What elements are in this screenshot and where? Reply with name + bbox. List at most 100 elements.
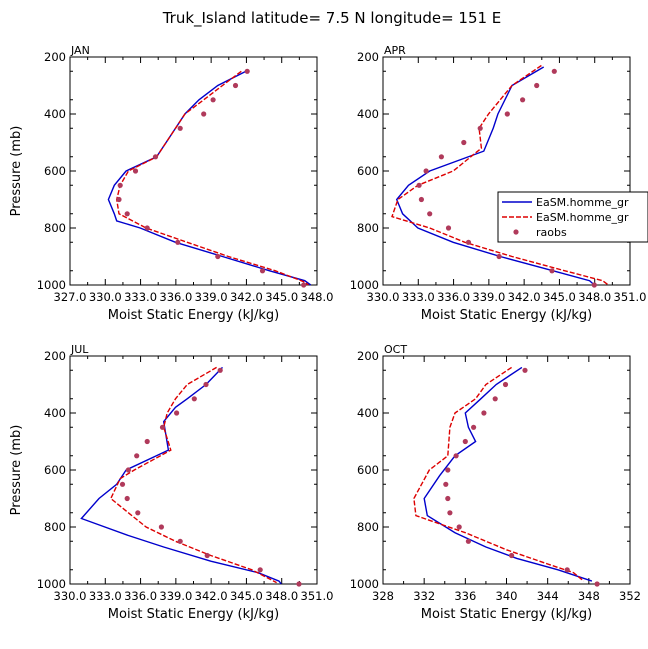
y-tick-label: 1000: [37, 577, 66, 591]
raobs-point: [124, 211, 130, 217]
raobs-point: [551, 68, 557, 74]
raobs-point: [443, 481, 449, 487]
raobs-point: [215, 253, 221, 260]
x-tick-label: 333.0: [89, 589, 122, 603]
plot-frame: [69, 56, 318, 286]
y-axis-label: Pressure (mb): [9, 126, 24, 217]
raobs-point: [144, 225, 150, 231]
y-tick-label: 800: [44, 221, 66, 235]
raobs-point: [132, 168, 139, 174]
raobs-point: [447, 510, 453, 516]
series-line-solid: [107, 70, 312, 286]
raobs-point: [134, 453, 140, 459]
panel-title: JUL: [70, 343, 89, 356]
x-tick-label: 339.0: [195, 290, 228, 304]
x-tick-label: 351.0: [614, 290, 647, 304]
raobs-point: [201, 111, 207, 117]
legend-entry-label: EaSM.homme_gr: [536, 196, 629, 209]
x-tick-label: 342.0: [195, 589, 228, 603]
legend-entry-label: EaSM.homme_gr: [536, 211, 629, 224]
y-tick-label: 1000: [350, 278, 379, 292]
raobs-point: [124, 495, 130, 502]
raobs-point: [257, 567, 263, 573]
x-tick-label: 330.0: [367, 290, 400, 304]
x-tick-label: 345.0: [230, 589, 263, 603]
raobs-point: [116, 196, 122, 203]
raobs-point: [504, 111, 510, 117]
raobs-point: [152, 154, 159, 160]
x-axis-label: Moist Static Energy (kJ/kg): [421, 607, 592, 622]
raobs-point: [549, 268, 555, 274]
raobs-point: [416, 182, 422, 188]
raobs-point: [461, 139, 467, 146]
series-line-dashed: [413, 366, 585, 582]
raobs-point: [144, 438, 150, 445]
raobs-point: [453, 453, 459, 459]
raobs-point: [217, 367, 223, 373]
y-tick-label: 800: [44, 520, 66, 534]
series-line-dashed: [391, 64, 609, 286]
x-tick-label: 342.0: [230, 290, 263, 304]
y-tick-label: 400: [357, 406, 379, 420]
x-tick-label: 344: [537, 589, 559, 603]
x-axis-label: Moist Static Energy (kJ/kg): [108, 607, 279, 622]
raobs-point: [462, 438, 468, 445]
legend-marker-dot: [513, 229, 519, 235]
x-tick-label: 332: [413, 589, 435, 603]
y-tick-label: 400: [44, 107, 66, 121]
x-tick-label: 339.0: [472, 290, 505, 304]
raobs-point: [465, 239, 472, 245]
x-tick-label: 333.0: [124, 290, 157, 304]
x-tick-label: 336.0: [437, 290, 470, 304]
figure-title: Truk_Island latitude= 7.5 N longitude= 1…: [162, 9, 502, 28]
series-line-solid: [395, 66, 595, 286]
y-tick-label: 600: [357, 164, 379, 178]
y-tick-label: 800: [357, 221, 379, 235]
x-tick-label: 336.0: [124, 589, 157, 603]
x-tick-label: 352: [619, 589, 641, 603]
y-tick-label: 1000: [37, 278, 66, 292]
raobs-point: [418, 196, 424, 203]
x-axis-label: Moist Static Energy (kJ/kg): [108, 308, 279, 323]
raobs-point: [191, 396, 197, 402]
x-axis-label: Moist Static Energy (kJ/kg): [421, 308, 592, 323]
series-line-solid: [423, 366, 593, 582]
x-tick-label: 330.0: [54, 589, 87, 603]
raobs-point: [159, 424, 166, 430]
x-tick-label: 351.0: [301, 589, 334, 603]
x-tick-label: 345.0: [265, 290, 298, 304]
x-tick-label: 345.0: [543, 290, 576, 304]
raobs-point: [135, 510, 141, 516]
x-tick-label: 330.0: [89, 290, 122, 304]
raobs-point: [301, 282, 307, 288]
raobs-point: [204, 552, 210, 559]
raobs-point: [177, 125, 183, 131]
raobs-point: [456, 524, 462, 530]
raobs-point: [296, 581, 302, 587]
raobs-point: [522, 367, 528, 373]
x-tick-label: 339.0: [159, 589, 192, 603]
panel-title: JAN: [70, 44, 90, 57]
y-axis-label: Pressure (mb): [9, 425, 24, 516]
raobs-point: [591, 282, 597, 288]
raobs-point: [445, 225, 452, 231]
raobs-point: [564, 567, 570, 573]
raobs-point: [125, 467, 131, 473]
raobs-point: [259, 268, 266, 274]
raobs-point: [496, 253, 502, 260]
raobs-point: [465, 538, 471, 544]
series-line-solid: [80, 366, 282, 585]
raobs-point: [117, 182, 123, 188]
x-tick-label: 348: [578, 589, 600, 603]
raobs-point: [174, 410, 180, 416]
x-tick-label: 342.0: [508, 290, 541, 304]
raobs-point: [244, 68, 250, 74]
y-tick-label: 200: [44, 50, 66, 64]
raobs-point: [445, 467, 451, 473]
raobs-point: [158, 524, 164, 530]
x-tick-label: 348.0: [265, 589, 298, 603]
